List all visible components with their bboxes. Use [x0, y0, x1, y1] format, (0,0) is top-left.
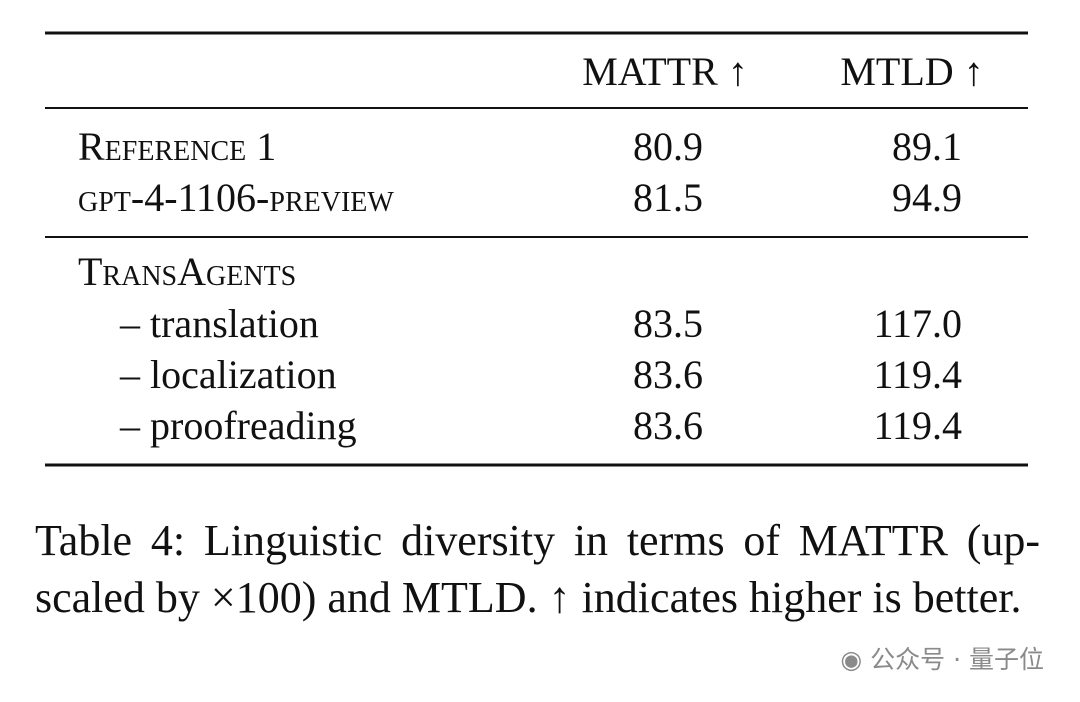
caption: Table 4: Linguistic diversity in terms o…: [35, 516, 1040, 622]
column-header: MTLD ↑: [840, 49, 983, 94]
cell: 119.4: [873, 352, 962, 397]
cell: 81.5: [633, 175, 703, 220]
cell: 83.6: [633, 403, 703, 448]
row-label: – translation: [119, 301, 319, 346]
group-title: TransAgents: [78, 249, 296, 294]
cell: 117.0: [873, 301, 962, 346]
row-label: gpt-4-1106-preview: [78, 175, 394, 220]
cell: 83.5: [633, 301, 703, 346]
cell: 119.4: [873, 403, 962, 448]
cell: 83.6: [633, 352, 703, 397]
cell: 80.9: [633, 124, 703, 169]
row-label: – localization: [119, 352, 337, 397]
wechat-icon: ◉: [840, 645, 871, 674]
cell: 94.9: [892, 175, 962, 220]
row-label: Reference 1: [78, 124, 276, 169]
table: MATTR ↑ MTLD ↑ Reference 1 80.9 89.1 gpt-4-…: [45, 31, 1028, 467]
cell: 89.1: [892, 124, 962, 169]
column-header: MATTR ↑: [582, 49, 748, 94]
row-label: – proofreading: [119, 403, 357, 448]
watermark: ◉ 公众号 · 量子位: [840, 640, 1044, 676]
watermark-text: 公众号 · 量子位: [870, 645, 1044, 674]
